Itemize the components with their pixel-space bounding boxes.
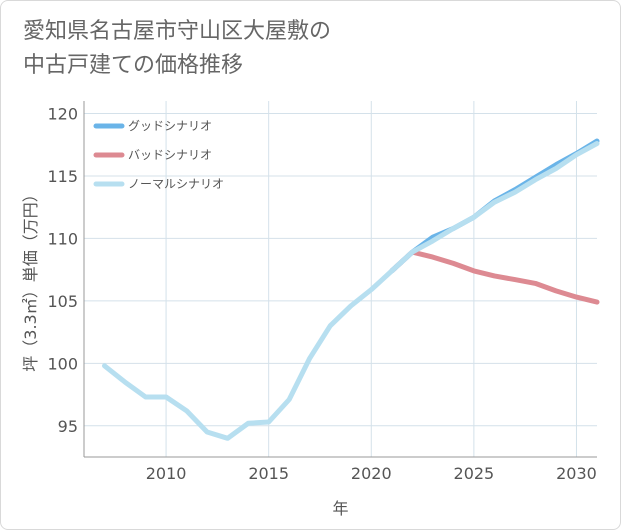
legend-label-0: グッドシナリオ <box>128 119 212 133</box>
chart-title: 愛知県名古屋市守山区大屋敷の 中古戸建ての価格推移 <box>23 15 331 83</box>
x-tick-label-2020: 2020 <box>351 464 392 483</box>
y-tick-label-105: 105 <box>47 292 78 311</box>
chart-title-line-2: 中古戸建ての価格推移 <box>23 53 244 78</box>
y-tick-label-100: 100 <box>47 354 78 373</box>
legend-label-2: ノーマルシナリオ <box>128 177 224 191</box>
y-tick-label-120: 120 <box>47 104 78 123</box>
y-axis-label: 坪（3.3㎡）単価（万円） <box>21 186 40 371</box>
chart-title-line-1: 愛知県名古屋市守山区大屋敷の <box>23 19 332 44</box>
legend-label-1: バッドシナリオ <box>128 148 212 162</box>
x-tick-label-2030: 2030 <box>556 464 597 483</box>
series-line-2 <box>102 141 600 441</box>
series-line-1 <box>389 249 600 305</box>
y-tick-label-115: 115 <box>47 167 78 186</box>
y-tick-label-95: 95 <box>58 417 78 436</box>
y-tick-label-110: 110 <box>47 229 78 248</box>
x-tick-label-2010: 2010 <box>146 464 187 483</box>
x-axis-label: 年 <box>332 499 348 518</box>
x-tick-label-2015: 2015 <box>248 464 289 483</box>
x-tick-label-2025: 2025 <box>454 464 495 483</box>
